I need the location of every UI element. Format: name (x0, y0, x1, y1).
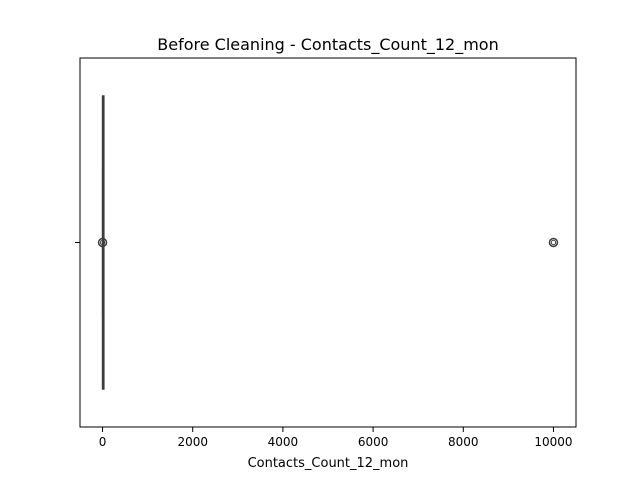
axes-frame (79, 57, 577, 428)
x-axis-label: Contacts_Count_12_mon (248, 456, 409, 471)
x-tick-label: 10000 (534, 435, 572, 449)
x-tick-label: 2000 (177, 435, 208, 449)
outlier-point-inner (550, 239, 557, 246)
x-axis: 0 2000 4000 6000 8000 10000 (99, 427, 573, 449)
x-tick-label: 6000 (358, 435, 389, 449)
outlier-point-inner (99, 239, 106, 246)
x-tick-label: 0 (99, 435, 107, 449)
outlier-point (97, 237, 108, 248)
outlier-point (548, 237, 559, 248)
x-tick-label: 4000 (268, 435, 299, 449)
chart-title: Before Cleaning - Contacts_Count_12_mon (157, 35, 498, 55)
plot-area (97, 95, 559, 390)
x-tick-label: 8000 (448, 435, 479, 449)
